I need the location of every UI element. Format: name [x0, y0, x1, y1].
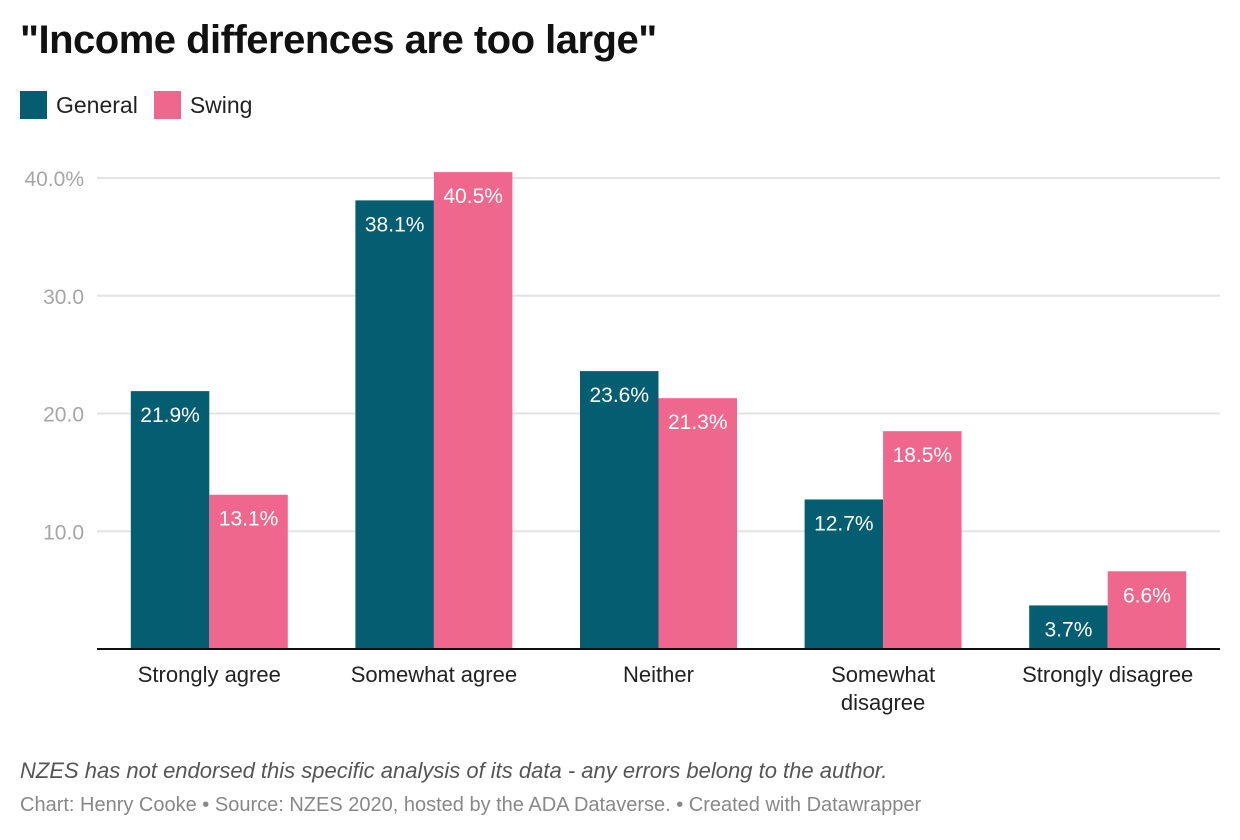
- data-label: 21.3%: [668, 411, 728, 434]
- bar-general: [355, 200, 434, 649]
- legend-item-general: General: [20, 91, 138, 119]
- legend-swatch-general: [20, 91, 47, 119]
- x-tick-label: Neither: [623, 662, 694, 687]
- data-label: 23.6%: [589, 384, 649, 407]
- bar-general: [130, 391, 210, 649]
- x-tick-label: Somewhat agree: [351, 662, 517, 687]
- bar-general: [580, 371, 659, 649]
- chart-title: "Income differences are too large": [20, 18, 657, 62]
- legend: General Swing: [20, 91, 268, 119]
- data-label: 21.9%: [140, 404, 200, 427]
- bar-swing: [658, 398, 737, 649]
- bar-swing: [883, 431, 962, 649]
- chart-note: NZES has not endorsed this specific anal…: [20, 758, 888, 783]
- bar-general: [1029, 605, 1108, 649]
- x-tick-label: Strongly agree: [138, 662, 281, 687]
- y-tick-label: 30.0: [43, 286, 84, 309]
- bar-chart: 10.0 20.0 30.0 40.0% 21.9% 13.1% Strongly agre…: [24, 168, 1220, 715]
- legend-item-swing: Swing: [153, 91, 253, 119]
- data-label: 13.1%: [219, 508, 279, 531]
- bar-swing: [433, 172, 513, 650]
- legend-swatch-swing: [153, 91, 181, 119]
- data-label: 12.7%: [814, 512, 874, 535]
- y-tick-label: 10.0: [43, 521, 84, 544]
- bar-swing: [1107, 571, 1187, 649]
- y-tick-label: 20.0: [43, 404, 84, 427]
- data-label: 40.5%: [443, 185, 503, 208]
- x-tick-label: Somewhat: [831, 662, 935, 687]
- chart-credit: Chart: Henry Cooke • Source: NZES 2020, …: [20, 794, 922, 816]
- bar-swing: [209, 494, 288, 649]
- legend-label-general: General: [56, 91, 138, 118]
- data-label: 18.5%: [893, 444, 953, 467]
- data-label: 3.7%: [1045, 618, 1093, 641]
- bar-general: [804, 499, 884, 649]
- x-tick-label: disagree: [841, 690, 925, 715]
- legend-label-swing: Swing: [189, 91, 253, 118]
- y-tick-label: 40.0%: [24, 168, 84, 191]
- data-label: 6.6%: [1123, 584, 1171, 607]
- data-label: 38.1%: [365, 213, 425, 236]
- x-tick-label: Strongly disagree: [1022, 662, 1193, 687]
